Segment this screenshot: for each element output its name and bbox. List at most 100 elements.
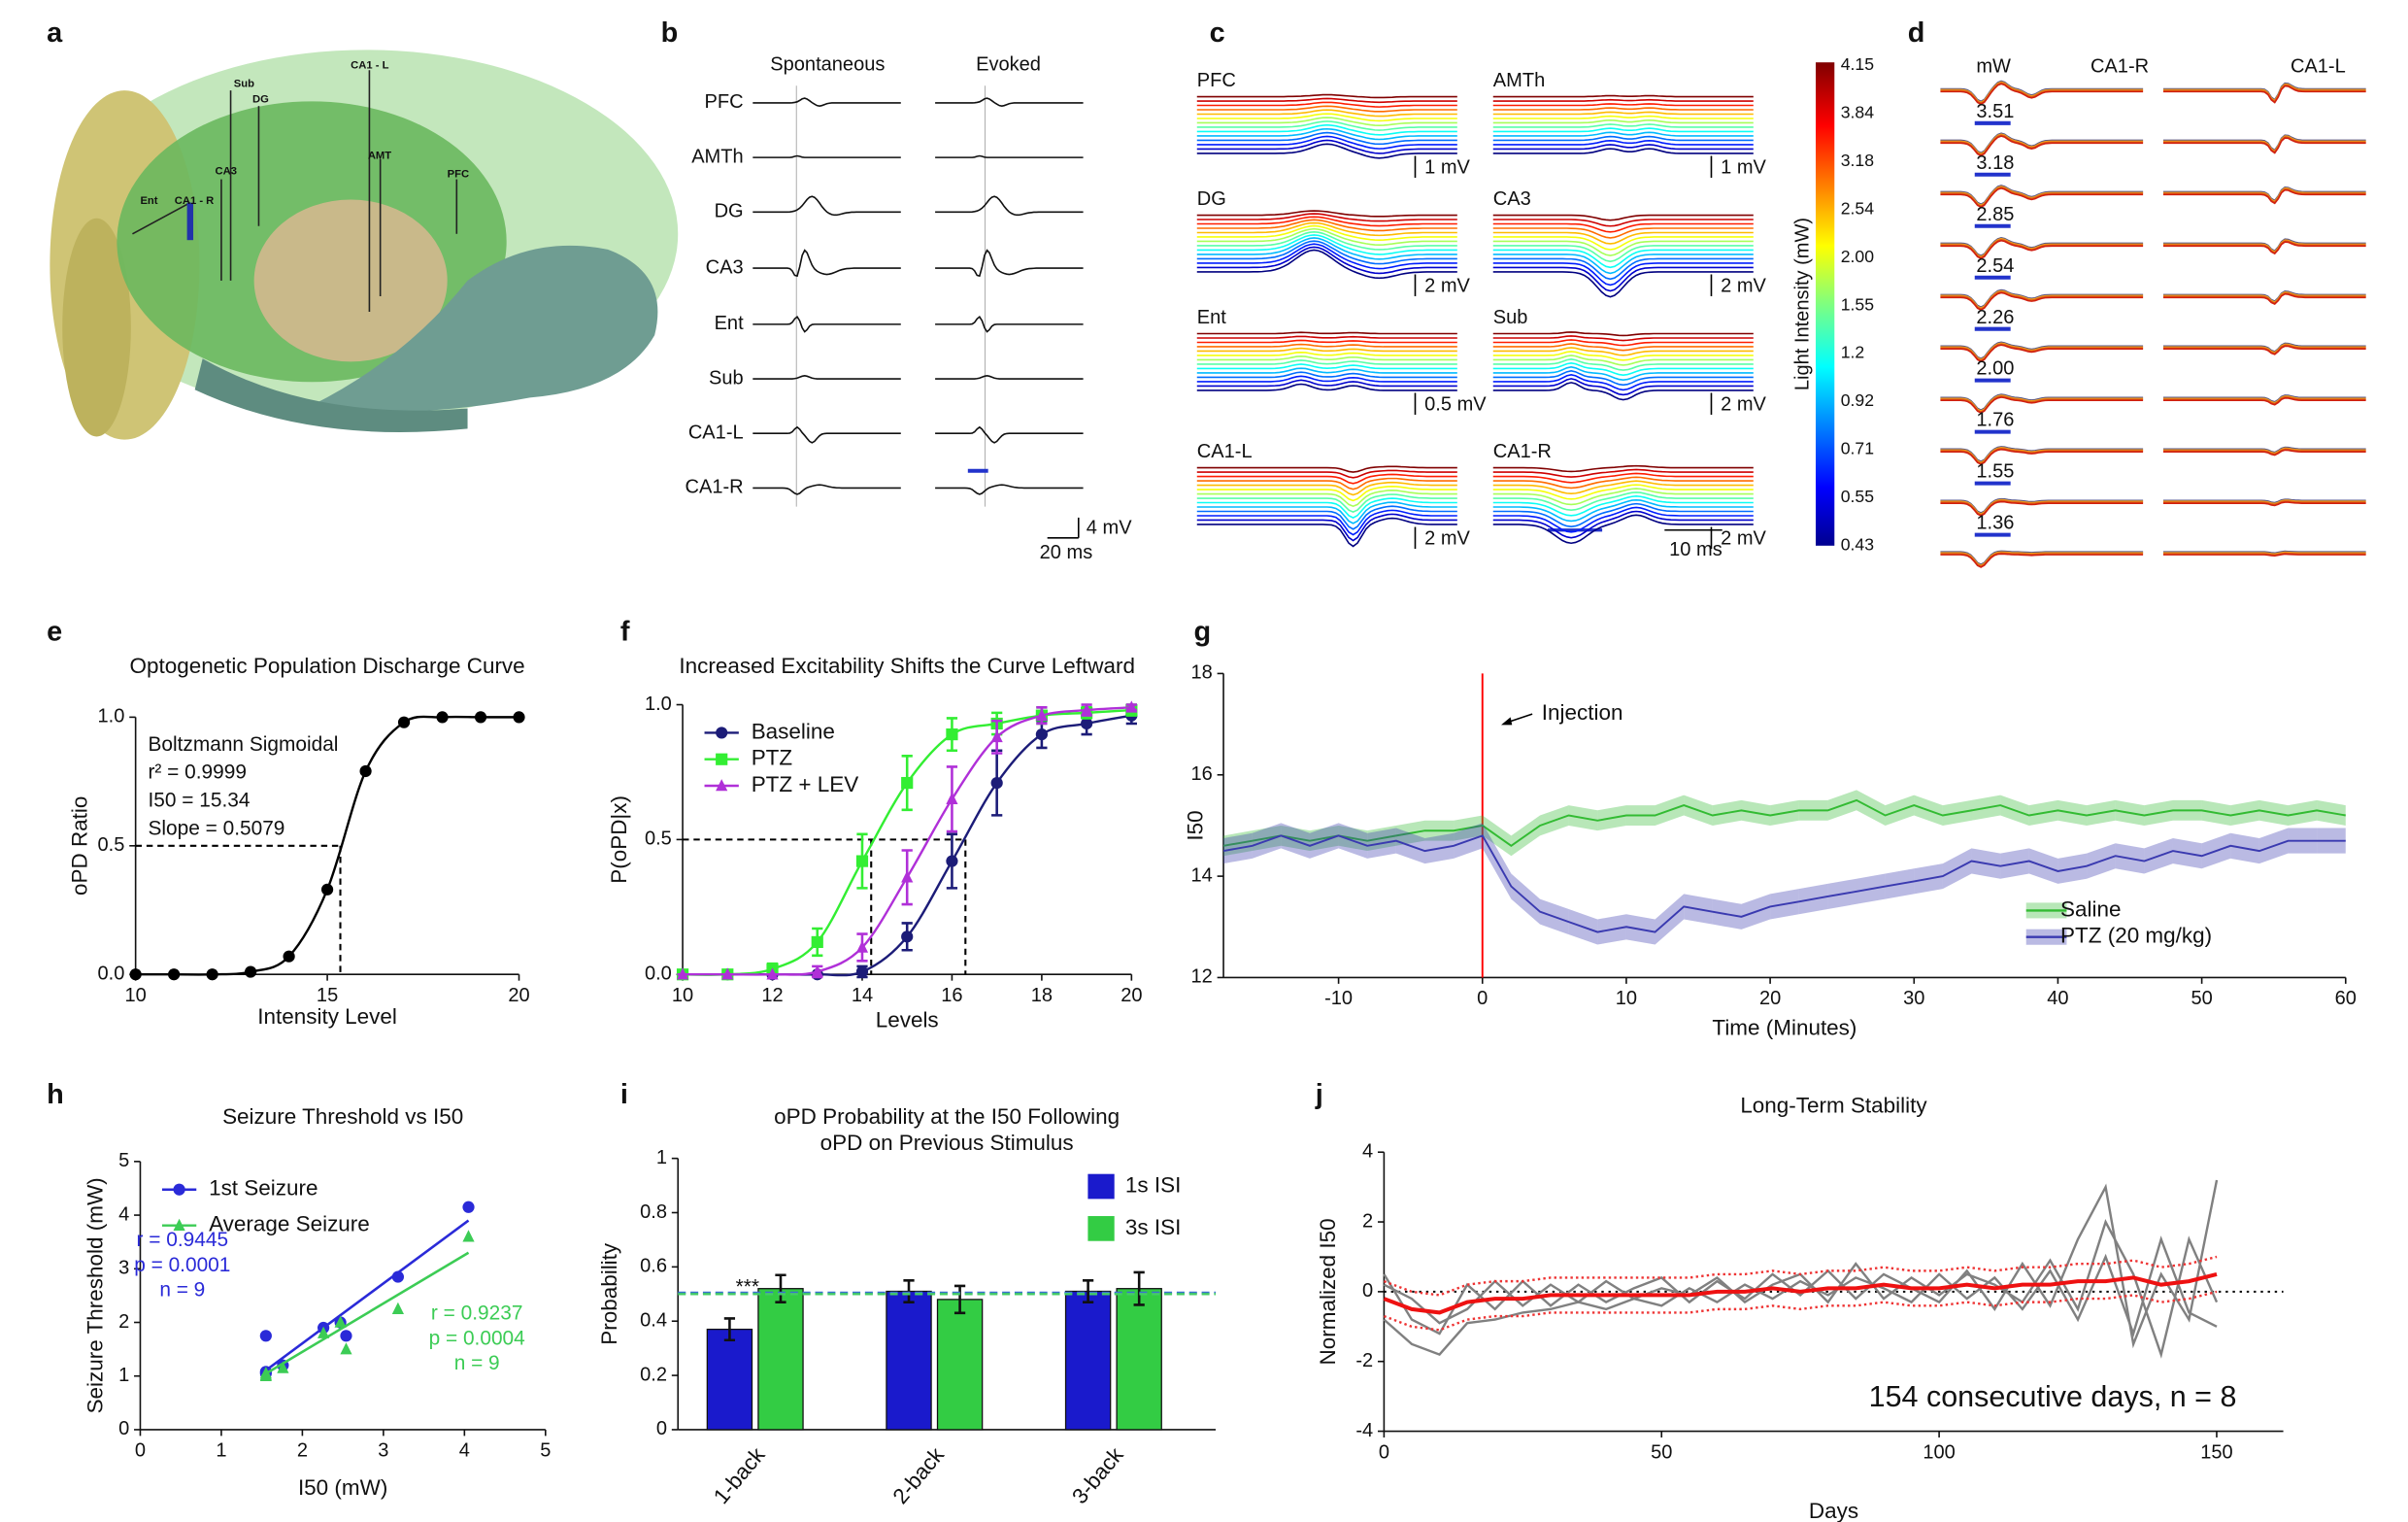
data-line [1383, 1235, 2218, 1356]
x-tick-label: 100 [1923, 1441, 1955, 1463]
trace [2162, 396, 2366, 406]
annotation: Boltzmann Sigmoidal [148, 733, 338, 756]
intensity-label: 2.26 [1976, 307, 2014, 328]
legend-label: PTZ + LEV [752, 772, 859, 796]
marker [173, 1183, 185, 1196]
trace-bundle [1196, 486, 1457, 502]
marker [206, 968, 218, 981]
data-line [1383, 1271, 2218, 1315]
intensity-label: 2.85 [1976, 204, 2014, 225]
error-bar [1133, 1270, 1145, 1306]
trace-bundle [1492, 231, 1754, 245]
legend-label: Average Seizure [209, 1212, 370, 1236]
region-label: Sub [234, 79, 254, 90]
x-axis-label: I50 (mW) [298, 1475, 387, 1500]
trace-bundle [1196, 120, 1457, 131]
trace-bundle [1492, 339, 1754, 347]
region-label: CA1 - R [175, 195, 215, 207]
marker [318, 1326, 330, 1338]
marker [334, 1315, 347, 1328]
trace [2162, 290, 2366, 303]
trace [752, 375, 901, 380]
y-axis-label: P(oPD|x) [607, 795, 631, 884]
trace-label: CA1-R [1493, 441, 1552, 462]
annotation: 154 consecutive days, n = 8 [1869, 1380, 2237, 1413]
trace-bundle [1492, 358, 1754, 371]
marker [283, 950, 295, 963]
trace-bundle [1492, 254, 1754, 275]
marker [397, 716, 411, 728]
trace-bundle [1492, 131, 1754, 137]
marker [811, 935, 823, 949]
stat-label: p = 0.0004 [429, 1327, 525, 1349]
brain-model [50, 50, 679, 440]
intensity-label: 1.55 [1976, 461, 2014, 483]
x-tick-label: 1 [216, 1440, 226, 1462]
trace [2162, 499, 2366, 505]
trace [1940, 448, 2144, 465]
trace-bundle [1196, 249, 1457, 280]
trace-bundle [1492, 236, 1754, 251]
trace [2162, 550, 2366, 555]
trace [2162, 291, 2366, 305]
trace [752, 97, 901, 107]
trace-label: Ent [1197, 307, 1227, 328]
trace [1940, 500, 2144, 517]
y-tick-label: 0.0 [645, 964, 672, 985]
x-axis-label: Days [1809, 1499, 1858, 1522]
trace-bundle [1492, 262, 1754, 287]
row-label: Ent [715, 313, 745, 334]
trace-bundle [1492, 148, 1754, 154]
x-axis-label: Time (Minutes) [1712, 1015, 1856, 1039]
trace-bundle [1492, 257, 1754, 281]
x-tick-label: 150 [2200, 1441, 2232, 1463]
colorbar-tick-label: 0.43 [1841, 534, 1875, 554]
colorbar-tick-label: 1.2 [1841, 343, 1865, 362]
y-tick-label: 0.4 [640, 1310, 667, 1332]
trace-bundle [1492, 484, 1754, 500]
x-tick-label: 10 [1616, 988, 1637, 1009]
trace-bundle [1492, 144, 1754, 151]
region-label: PFC [448, 169, 469, 181]
trace-bundle [1196, 219, 1457, 232]
y-tick-label: -4 [1355, 1420, 1373, 1441]
trace-bundle [1492, 382, 1754, 401]
chart-title: Seizure Threshold vs I50 [222, 1104, 463, 1129]
y-axis-label: Seizure Threshold (mW) [83, 1177, 107, 1413]
fit-line [260, 1219, 470, 1374]
fit-line [261, 1251, 470, 1377]
scale-label: 10 ms [1669, 539, 1722, 560]
trace-bundle [1492, 510, 1754, 539]
panel-letter: a [47, 17, 63, 49]
y-axis-label: I50 [1184, 810, 1208, 840]
trace [935, 195, 1084, 217]
trace-bundle [1196, 105, 1457, 113]
x-axis-label: Levels [876, 1007, 939, 1032]
intensity-label: 3.51 [1976, 101, 2014, 122]
trace-bundle [1196, 339, 1457, 344]
trace-bundle [1492, 135, 1754, 142]
trace [2162, 186, 2366, 203]
y-tick-label: 0.6 [640, 1256, 667, 1277]
marker [513, 711, 525, 724]
trace-label: PFC [1197, 70, 1236, 91]
trace [752, 425, 901, 444]
trace-bundle [1492, 227, 1754, 239]
legend-swatch [1087, 1173, 1115, 1200]
trace-bundle [1492, 335, 1754, 342]
trace [2162, 498, 2366, 504]
x-tick-label: 12 [761, 985, 783, 1006]
x-tick-label: 20 [1120, 985, 1142, 1006]
row-label: CA1-L [688, 423, 744, 444]
scale-label: 1 mV [1721, 157, 1766, 179]
trace [2162, 82, 2366, 101]
y-axis-label: oPD Ratio [67, 796, 91, 896]
trace-bundle [1492, 94, 1754, 98]
trace-bundle [1196, 375, 1457, 383]
trace [1940, 187, 2144, 209]
trace-bundle [1196, 473, 1457, 485]
trace-bundle [1196, 213, 1457, 222]
trace-bundle [1196, 221, 1457, 237]
x-tick-label: 0 [1379, 1441, 1389, 1463]
marker [716, 753, 728, 765]
